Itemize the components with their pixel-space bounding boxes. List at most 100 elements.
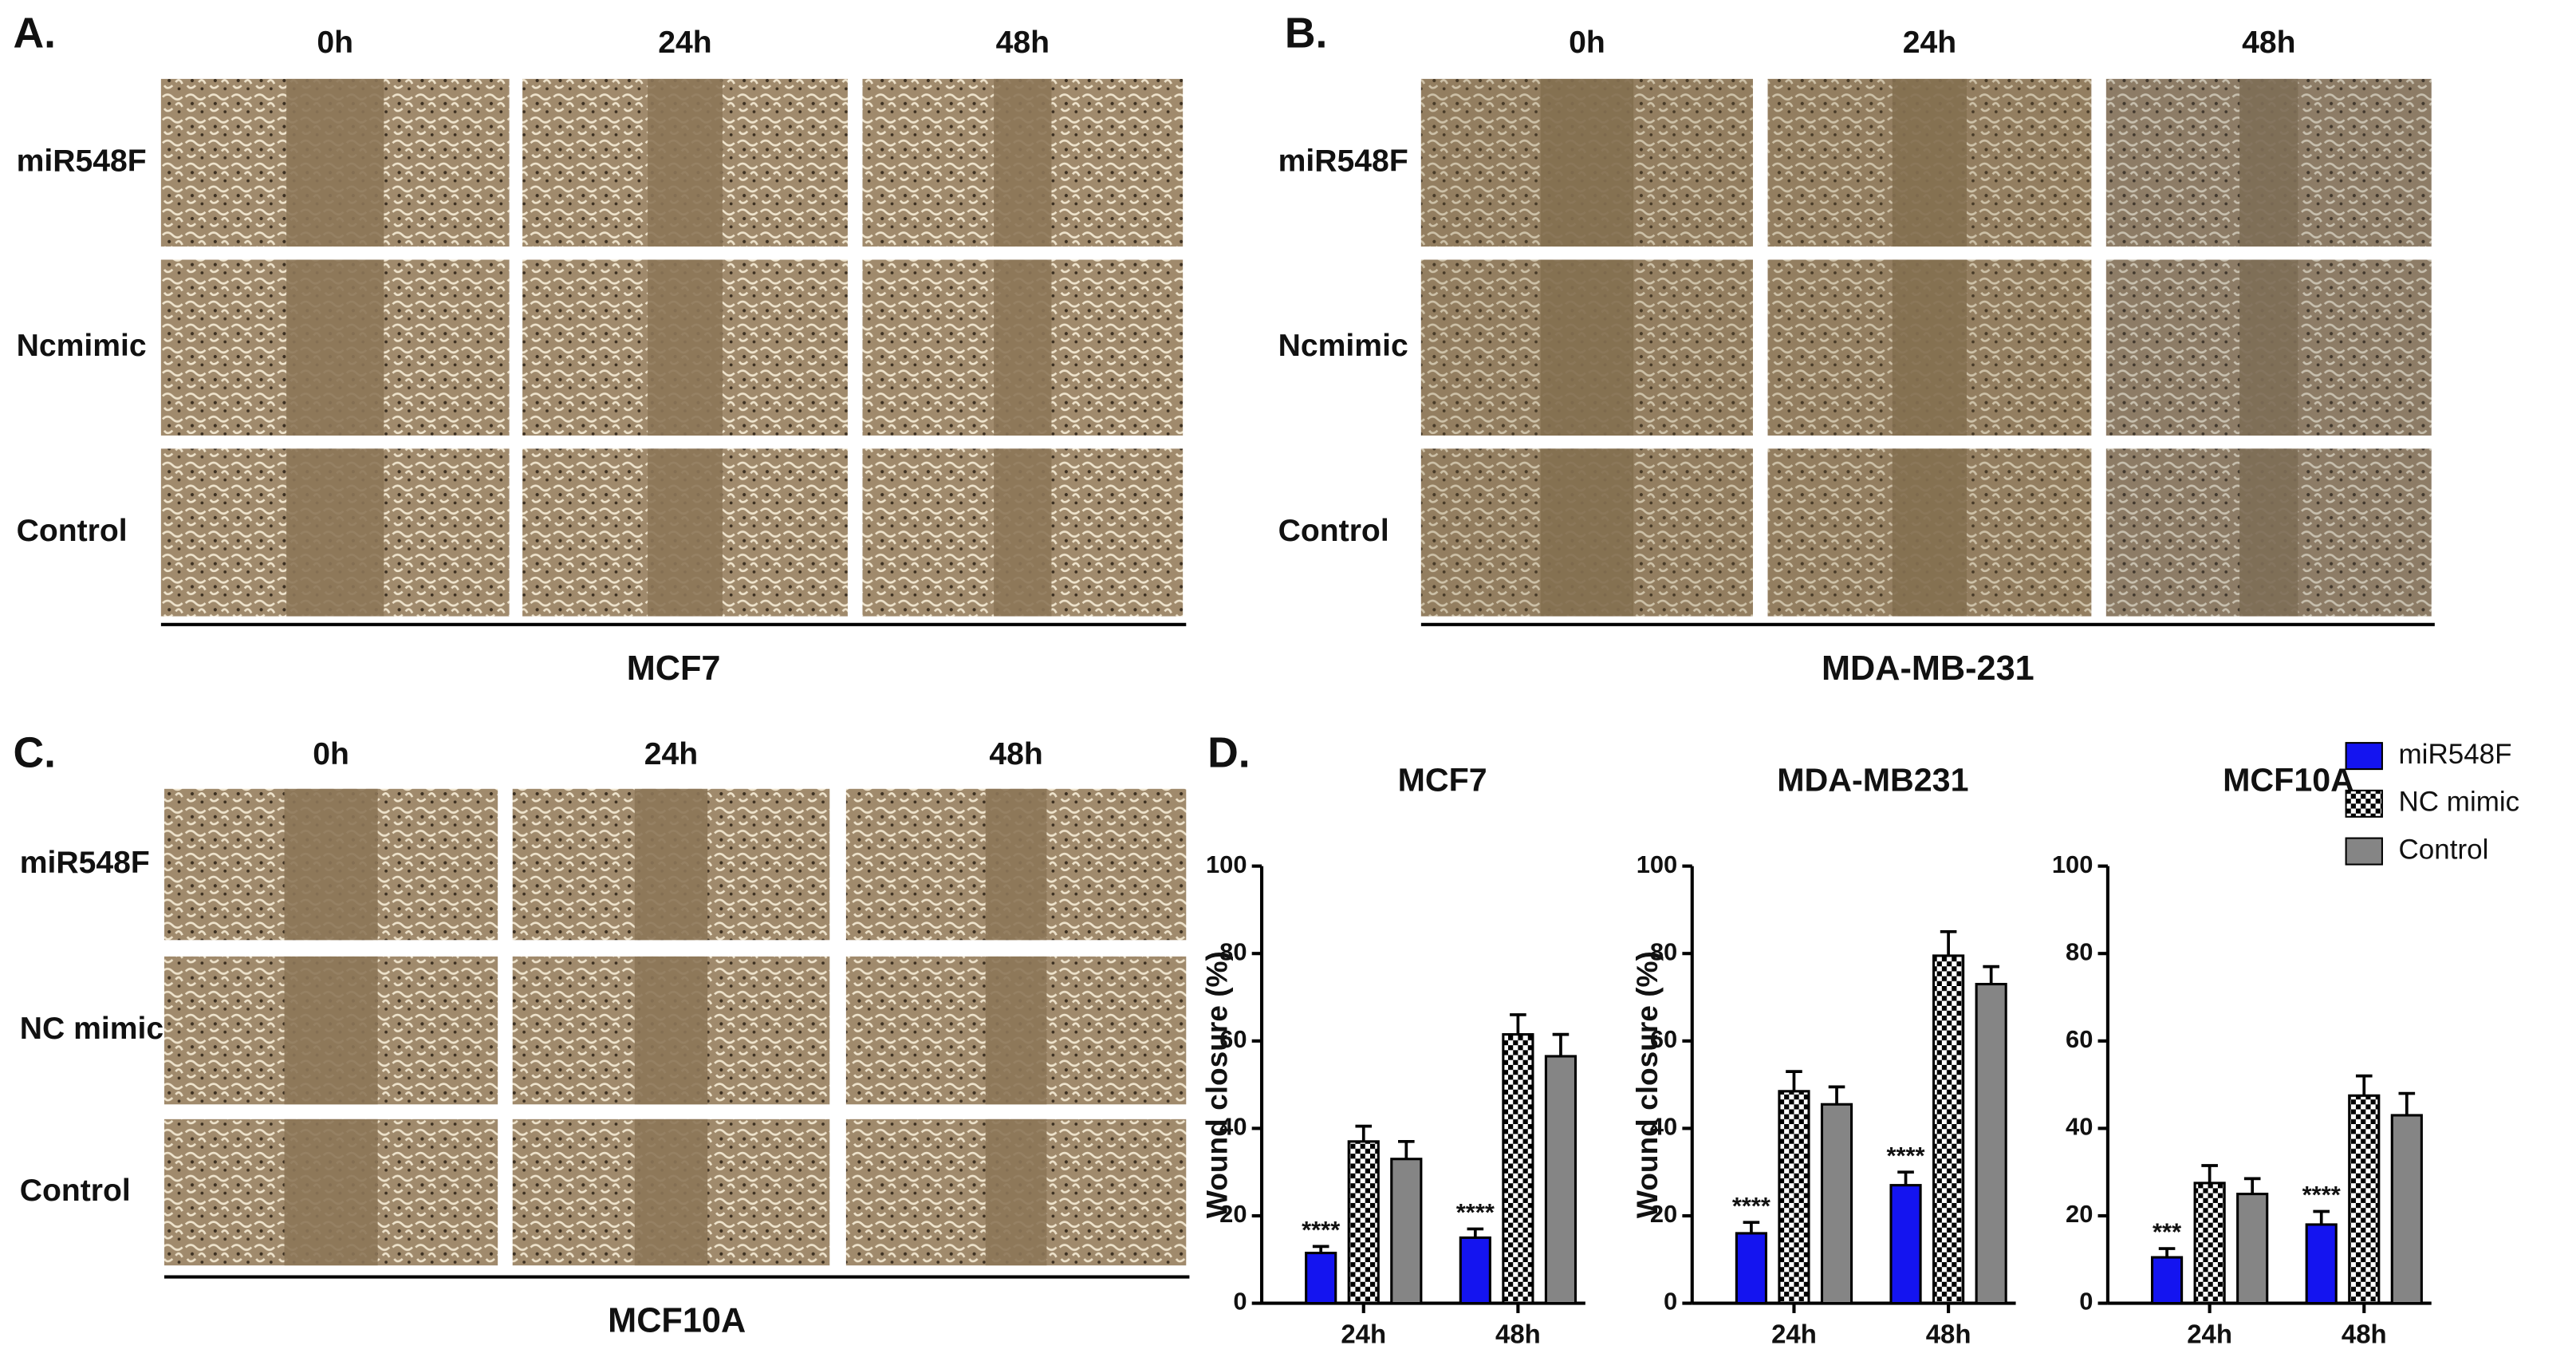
error-bar [1355,1124,1373,1142]
cell-line-label: MCF7 [627,649,721,688]
row-label: Ncmimic [17,329,147,363]
significance: *** [2153,1218,2181,1246]
tint [1767,259,2092,436]
y-tick-label: 60 [2066,1025,2093,1053]
wound-gap [985,788,1047,941]
error-bar [2355,1074,2373,1096]
y-tick-label: 40 [1650,1113,1677,1141]
panel-label: A. [13,10,56,57]
bar [2193,1182,2226,1305]
bar [1544,1055,1578,1305]
row-label: Ncmimic [1278,329,1408,363]
tint [2105,448,2432,617]
tint [1767,78,2092,247]
wound-gap [648,78,723,247]
y-axis-label: Wound closure (%) [1630,951,1664,1218]
error-bar [1510,1013,1526,1035]
row-label: Control [1278,514,1389,548]
bar [1975,983,2007,1305]
bar [2150,1256,2184,1305]
cell-line-label: MDA-MB-231 [1822,649,2034,688]
time-label: 48h [996,26,1050,60]
bar [1735,1232,1767,1305]
row-label: miR548F [17,144,147,178]
error-bar [2243,1177,2261,1194]
row-label: miR548F [20,846,150,880]
y-tick-label: 100 [1206,850,1247,878]
bar [1305,1252,1337,1305]
error-bar [1467,1227,1484,1238]
legend-label: NC mimic [2399,787,2520,818]
error-bar [1940,929,1957,956]
bar [1390,1158,1423,1305]
wound-gap [994,78,1052,247]
cell-line-label: MCF10A [608,1302,746,1340]
wound-gap [2239,78,2298,247]
chart-title: MCF10A [2223,761,2354,798]
bar [1502,1033,1534,1305]
wound-gap [1540,448,1634,617]
significance: **** [1302,1216,1340,1244]
panel-label: C. [13,730,56,777]
time-label: 24h [644,737,698,771]
bar [2348,1094,2381,1305]
time-label: 24h [1903,26,1956,60]
tint [1420,448,1753,617]
wound-gap [286,448,384,617]
x-tick-label: 48h [1926,1319,1971,1348]
error-bar [2398,1091,2416,1115]
panel-label: D. [1207,730,1251,777]
time-label: 0h [313,737,349,771]
y-tick-label: 20 [2066,1200,2093,1228]
significance: **** [2302,1181,2341,1209]
wound-gap [1892,78,1967,247]
y-tick-label: 80 [1219,937,1247,965]
y-tick-label: 20 [1219,1200,1247,1228]
y-tick-label: 20 [1650,1200,1677,1228]
wound-gap [286,259,384,436]
chart-title: MCF7 [1398,761,1487,798]
x-tick-label: 24h [1341,1319,1386,1348]
error-bar [1398,1139,1415,1159]
significance: **** [1887,1142,1925,1170]
x-tick-label: 48h [1495,1319,1541,1348]
error-bar [1312,1245,1329,1253]
tint [2105,78,2432,247]
wound-gap [1540,78,1634,247]
bar [2236,1193,2269,1305]
wound-gap [1892,259,1967,436]
wound-gap [284,788,378,941]
time-label: 0h [317,26,353,60]
bar [1778,1090,1810,1305]
legend-swatch [2345,837,2383,866]
y-tick-label: 40 [1219,1113,1247,1141]
wound-gap [994,448,1052,617]
time-label: 0h [1569,26,1605,60]
y-tick-label: 60 [1219,1025,1247,1053]
y-axis-label: Wound closure (%) [1199,951,1233,1218]
panel-label: B. [1285,10,1328,57]
y-tick-label: 100 [1637,850,1678,878]
legend-swatch [2345,789,2383,818]
bar [2305,1223,2338,1305]
bar [1932,954,1965,1305]
bar [1347,1140,1380,1305]
y-tick-label: 100 [2052,850,2093,878]
error-bar [1897,1170,1914,1186]
error-bar [1743,1221,1760,1233]
row-label: miR548F [1278,144,1408,178]
row-label: Control [17,514,128,548]
time-label: 48h [989,737,1042,771]
legend-label: miR548F [2399,739,2512,770]
error-bar [1983,965,1999,984]
wound-gap [985,956,1047,1105]
y-tick-label: 40 [2066,1113,2093,1141]
legend-swatch [2345,742,2383,771]
y-tick-label: 0 [1664,1288,1677,1316]
wound-gap [634,1118,708,1266]
x-tick-label: 24h [2187,1319,2232,1348]
wound-gap [2239,448,2298,617]
wound-gap [985,1118,1047,1266]
time-label: 24h [658,26,711,60]
